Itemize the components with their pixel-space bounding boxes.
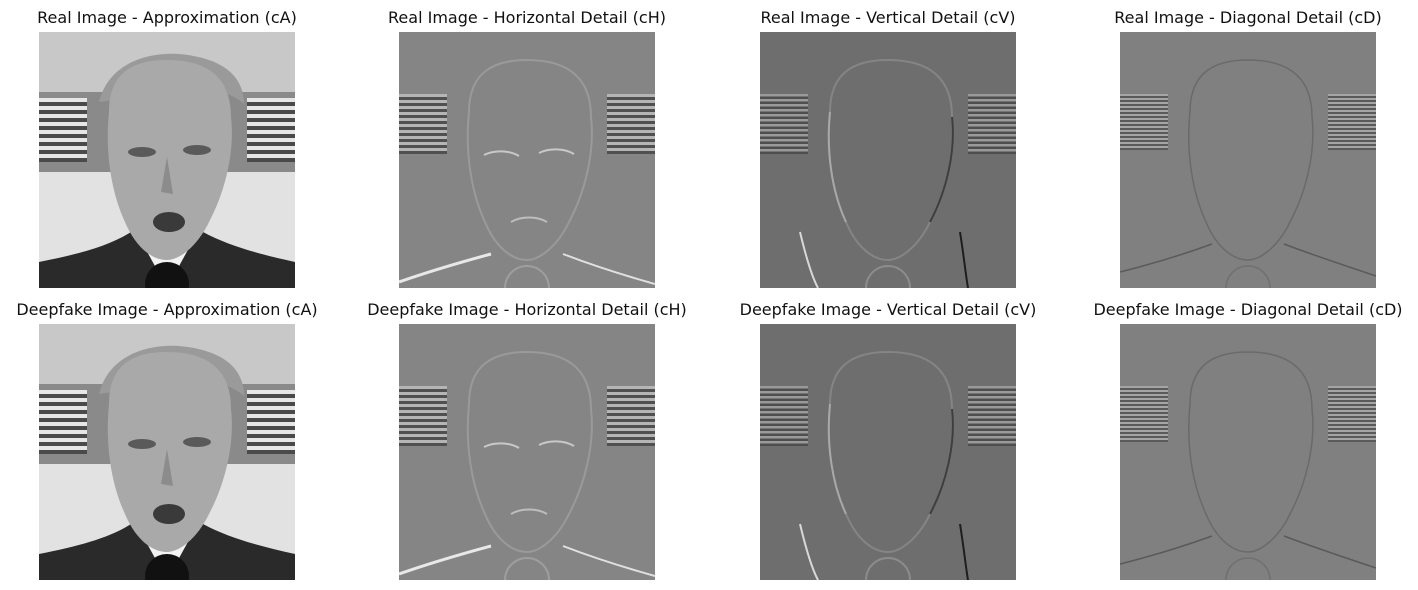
panel-title: Real Image - Horizontal Detail (cH) — [388, 8, 666, 27]
panel-title: Deepfake Image - Diagonal Detail (cD) — [1093, 300, 1403, 319]
image-real-approximation — [39, 32, 295, 288]
image-deepfake-vertical — [760, 324, 1016, 580]
panel-title: Real Image - Vertical Detail (cV) — [760, 8, 1016, 27]
panel-title: Real Image - Diagonal Detail (cD) — [1114, 8, 1382, 27]
image-real-diagonal — [1120, 32, 1376, 288]
image-real-vertical — [760, 32, 1016, 288]
image-deepfake-diagonal — [1120, 324, 1376, 580]
panel-title: Deepfake Image - Approximation (cA) — [16, 300, 318, 319]
image-deepfake-horizontal — [399, 324, 655, 580]
image-real-horizontal — [399, 32, 655, 288]
panel-title: Deepfake Image - Vertical Detail (cV) — [739, 300, 1037, 319]
panel-title: Real Image - Approximation (cA) — [37, 8, 297, 27]
panel-title: Deepfake Image - Horizontal Detail (cH) — [367, 300, 687, 319]
image-deepfake-approximation — [39, 324, 295, 580]
